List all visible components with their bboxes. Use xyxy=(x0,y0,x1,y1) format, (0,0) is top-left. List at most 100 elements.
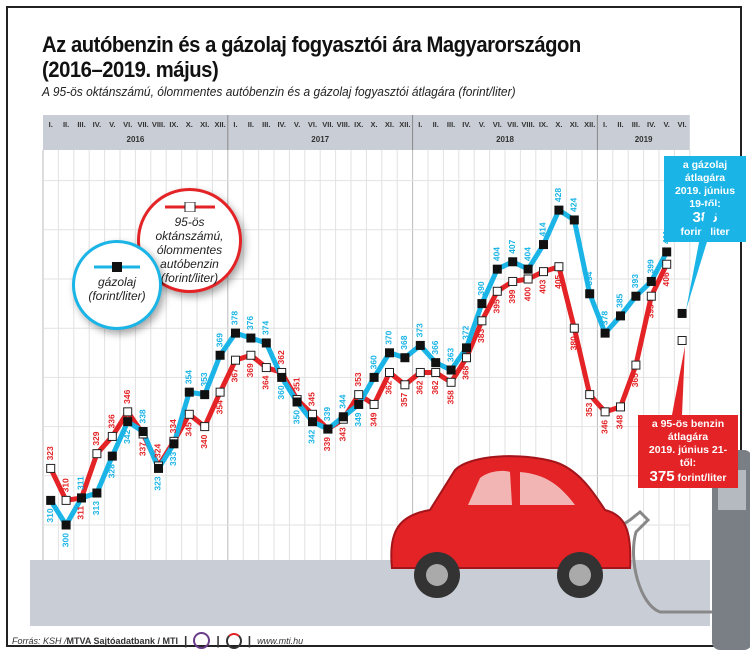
diesel-data-label: 333 xyxy=(168,452,178,466)
petrol-data-label: 362 xyxy=(384,380,394,394)
petrol-data-label: 310 xyxy=(60,478,70,492)
callout-petrol: a 95-ös benzin átlagára 2019. június 21-… xyxy=(638,415,738,488)
month-tick-label: VI. xyxy=(678,120,687,129)
title: Az autóbenzin és a gázolaj fogyasztói ár… xyxy=(42,32,581,82)
diesel-data-label: 374 xyxy=(261,321,271,335)
month-tick-label: VI. xyxy=(493,120,502,129)
diesel-data-label: 338 xyxy=(137,409,147,423)
diesel-marker xyxy=(338,412,348,422)
petrol-marker xyxy=(184,409,194,419)
diesel-marker xyxy=(508,257,518,267)
petrol-marker xyxy=(492,286,502,296)
petrol-data-label: 346 xyxy=(599,420,609,434)
petrol-marker xyxy=(462,353,471,363)
month-tick-label: V. xyxy=(294,120,300,129)
petrol-marker xyxy=(200,422,210,432)
diesel-marker xyxy=(169,439,179,449)
petrol-marker xyxy=(631,360,641,370)
frame xyxy=(6,6,742,647)
month-tick-label: XII. xyxy=(399,120,410,129)
month-tick-label: XII. xyxy=(584,120,595,129)
diesel-data-label: 399 xyxy=(646,259,656,273)
petrol-data-label: 340 xyxy=(199,434,209,448)
petrol-marker xyxy=(677,336,687,345)
source-label: Forrás: KSH / xyxy=(12,635,67,646)
petrol-marker xyxy=(508,276,518,286)
petrol-data-label: 380 xyxy=(569,336,579,350)
website-link[interactable]: www.mti.hu xyxy=(257,635,304,646)
diesel-marker xyxy=(61,520,71,530)
petrol-data-label: 353 xyxy=(584,402,594,416)
diesel-marker xyxy=(46,495,56,505)
diesel-data-label: 328 xyxy=(107,464,117,478)
diesel-marker xyxy=(400,353,410,363)
diesel-data-label: 424 xyxy=(569,198,579,212)
diesel-marker xyxy=(523,264,533,274)
diesel-marker xyxy=(123,417,133,427)
diesel-marker xyxy=(385,348,394,358)
car-body xyxy=(390,455,632,569)
petrol-data-label: 329 xyxy=(91,431,101,445)
mti-logo-icon xyxy=(225,632,242,649)
month-tick-label: IV. xyxy=(93,120,101,129)
month-tick-label: XI. xyxy=(200,120,209,129)
diesel-marker xyxy=(92,488,102,498)
petrol-marker xyxy=(385,367,394,377)
diesel-marker xyxy=(215,350,225,360)
petrol-data-label: 345 xyxy=(307,392,317,406)
diesel-data-label: 342 xyxy=(307,429,317,443)
diesel-data-label: 373 xyxy=(415,323,425,337)
petrol-marker xyxy=(354,390,364,400)
diesel-data-label: 323 xyxy=(153,476,163,490)
diesel-data-label: 370 xyxy=(384,330,394,344)
month-tick-label: IV. xyxy=(462,120,470,129)
petrol-marker xyxy=(369,399,379,409)
year-label: 2016 xyxy=(127,135,145,144)
month-tick-label: XI. xyxy=(385,120,394,129)
diesel-marker xyxy=(585,289,595,299)
diesel-data-label: 378 xyxy=(230,311,240,325)
petrol-june-price: 375 xyxy=(649,468,675,485)
diesel-data-label: 350 xyxy=(291,410,301,424)
month-tick-label: III. xyxy=(447,120,455,129)
diesel-data-label: 313 xyxy=(91,501,101,515)
petrol-data-label: 323 xyxy=(45,446,55,460)
diesel-data-label: 310 xyxy=(45,508,55,522)
diesel-data-label: 349 xyxy=(353,412,363,426)
month-tick-label: V. xyxy=(109,120,115,129)
petrol-data-label: 337 xyxy=(137,442,147,456)
diesel-marker xyxy=(662,247,672,257)
car-illustration xyxy=(30,440,750,650)
petrol-marker xyxy=(246,350,256,360)
year-label: 2017 xyxy=(311,135,329,144)
petrol-data-label: 362 xyxy=(415,380,425,394)
month-tick-label: VII. xyxy=(137,120,148,129)
petrol-data-label: 367 xyxy=(230,368,240,382)
petrol-marker xyxy=(446,377,456,387)
petrol-marker xyxy=(308,409,317,419)
diesel-data-label: 353 xyxy=(199,372,209,386)
petrol-data-label: 406 xyxy=(661,272,671,286)
diesel-marker xyxy=(446,365,456,375)
petrol-marker xyxy=(600,407,610,417)
petrol-marker xyxy=(415,367,425,377)
petrol-marker xyxy=(46,463,56,473)
petrol-data-label: 336 xyxy=(107,414,117,428)
petrol-data-label: 362 xyxy=(430,380,440,394)
petrol-marker xyxy=(92,449,102,459)
petrol-marker xyxy=(123,407,133,417)
petrol-marker xyxy=(616,402,625,412)
diesel-marker xyxy=(462,343,471,353)
diesel-data-label: 354 xyxy=(184,370,194,384)
diesel-data-label: 368 xyxy=(399,335,409,349)
month-tick-label: IV. xyxy=(277,120,285,129)
month-tick-label: II. xyxy=(617,120,623,129)
month-header-band xyxy=(43,115,690,150)
petrol-data-label: 354 xyxy=(214,400,224,414)
diesel-data-label: 404 xyxy=(492,247,502,261)
diesel-marker xyxy=(184,387,194,397)
petrol-data-label: 351 xyxy=(291,377,301,391)
diesel-data-label: 404 xyxy=(522,247,532,261)
